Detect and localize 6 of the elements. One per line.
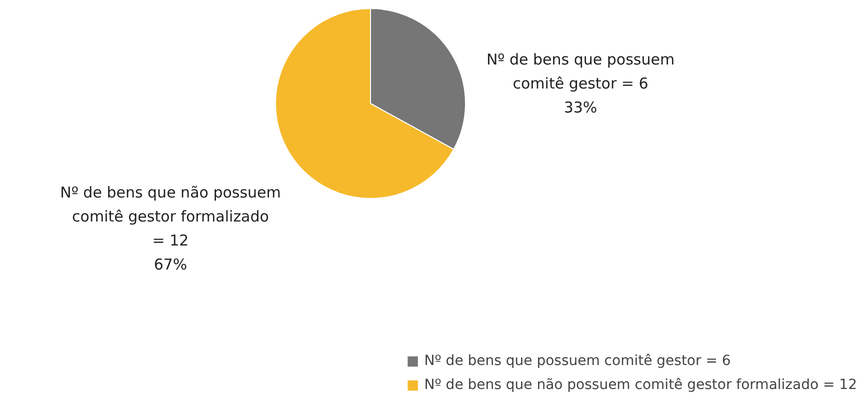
data-label: 33% (564, 98, 598, 116)
slice-label: Nº de bens que possuem comitê gestor = 6 (486, 50, 675, 92)
legend-label: Nº de bens que possuem comitê gestor = 6 (424, 353, 731, 369)
slice-label: Nº de bens que não possuem comitê gestor formalizado = 12 (60, 184, 281, 250)
data-label: 67% (154, 256, 188, 274)
legend-label: Nº de bens que não possuem comitê gestor formalizado = 12 (424, 377, 857, 393)
